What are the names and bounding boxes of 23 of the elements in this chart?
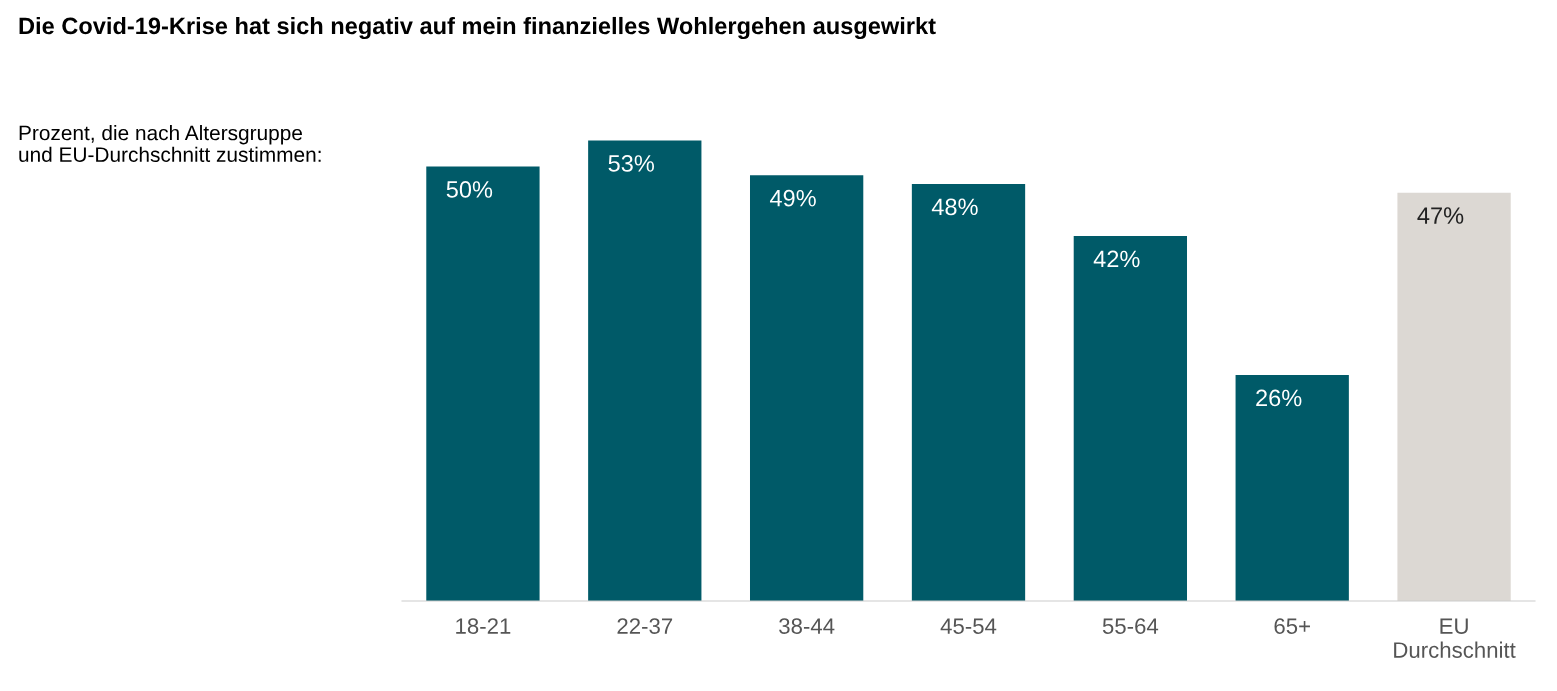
x-tick-label: 38-44: [779, 618, 835, 634]
x-tick-label: 22-37: [617, 618, 673, 634]
bar: [1397, 192, 1511, 601]
data-label: 49%: [769, 189, 816, 207]
bar: [1073, 236, 1188, 601]
x-tick-label: 55-64: [1102, 618, 1159, 634]
data-label: 42%: [1093, 250, 1140, 268]
text: Prozent, die nach Altersgruppe und EU-Durchschnitt zustimmen:: [19, 125, 321, 162]
data-label: 53%: [608, 155, 654, 172]
data-label: 48%: [931, 198, 978, 216]
bar: [426, 166, 540, 601]
data-label: 26%: [1256, 389, 1302, 407]
x-tick-label: EU Durchschnitt: [1394, 618, 1516, 658]
x-tick-label: 65+: [1274, 618, 1310, 634]
bar: [1235, 375, 1349, 601]
bar: [911, 183, 1026, 601]
data-label: 50%: [446, 181, 493, 198]
data-label: 47%: [1417, 207, 1464, 224]
x-tick-label: 18-21: [456, 618, 511, 634]
bar: [588, 140, 702, 601]
chart-title: Die Covid-19-Krise hat sich negativ auf mein finanzielles Wohlergehen ausgewirkt: [19, 16, 936, 40]
bar: [749, 175, 864, 601]
x-tick-label: 45-54: [940, 618, 997, 634]
